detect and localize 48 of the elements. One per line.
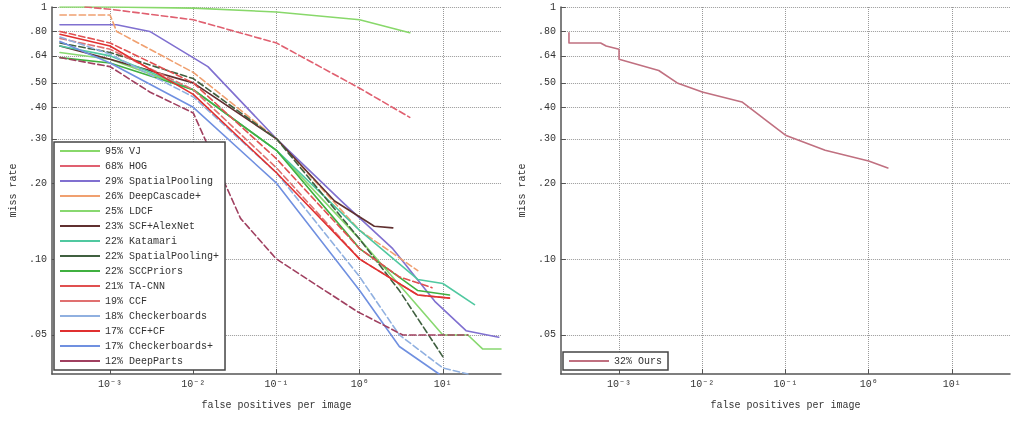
y-tick-label: .50 [28,77,47,89]
y-tick-label: .05 [28,329,47,341]
legend-label: 12% DeepParts [105,355,184,367]
x-tick-label: 10⁻³ [98,378,123,390]
y-axis-title: miss rate [516,163,528,218]
x-tick-label: 10⁻¹ [264,378,289,390]
x-tick-label: 10⁻² [690,378,715,390]
x-tick-label: 10⁻³ [607,378,632,390]
y-tick-label: .40 [537,101,556,113]
legend-label: 22% SCCPriors [105,265,184,277]
y-tick-label: .40 [28,101,47,113]
x-tick-label: 10¹ [942,378,961,390]
legend-label: 25% LDCF [105,205,154,217]
x-tick-label: 10⁰ [859,378,878,390]
y-axis-title: miss rate [7,163,19,218]
y-tick-label: .64 [28,50,47,62]
y-tick-label: .30 [537,133,556,145]
y-tick-label: .20 [28,177,47,189]
y-tick-label: .30 [28,133,47,145]
y-tick-label: 1 [40,1,47,13]
y-tick-label: .50 [537,77,556,89]
legend-label: 22% SpatialPooling+ [105,250,220,262]
y-tick-label: .80 [28,25,47,37]
legend-label: 18% Checkerboards [105,310,208,322]
y-tick-label: .20 [537,177,556,189]
legend-label: 17% Checkerboards+ [105,340,214,352]
y-tick-label: .80 [537,25,556,37]
legend-label: 29% SpatialPooling [105,175,214,187]
legend-label: 95% VJ [105,145,142,157]
y-tick-label: .05 [537,329,556,341]
y-tick-label: .64 [537,50,556,62]
legend-label: 32% Ours [614,355,663,367]
y-tick-label: 1 [549,1,556,13]
legend-label: 26% DeepCascade+ [105,190,202,202]
legend-label: 68% HOG [105,160,148,172]
y-tick-label: .10 [537,253,556,265]
legend-label: 21% TA-CNN [105,280,166,292]
x-axis-title: false positives per image [201,399,352,411]
legend-label: 19% CCF [105,295,148,307]
legend-label: 17% CCF+CF [105,325,166,337]
y-tick-label: .10 [28,253,47,265]
x-axis-title: false positives per image [710,399,861,411]
legend-label: 22% Katamari [105,235,178,247]
legend-label: 23% SCF+AlexNet [105,220,196,232]
x-tick-label: 10⁻² [181,378,206,390]
x-tick-label: 10⁰ [350,378,369,390]
x-tick-label: 10⁻¹ [773,378,798,390]
x-tick-label: 10¹ [433,378,452,390]
